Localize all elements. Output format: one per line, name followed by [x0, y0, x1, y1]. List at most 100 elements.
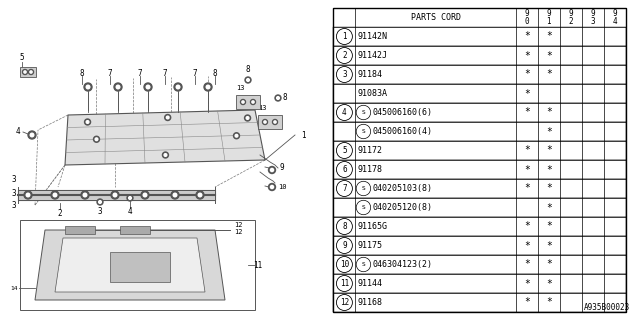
- Text: *: *: [546, 126, 552, 137]
- Text: 91142N: 91142N: [357, 32, 387, 41]
- Bar: [236, 95, 260, 109]
- Text: *: *: [546, 146, 552, 156]
- Text: *: *: [524, 278, 530, 289]
- Bar: [20, 220, 255, 310]
- Circle shape: [246, 117, 249, 119]
- Circle shape: [26, 193, 30, 197]
- Bar: [333, 274, 626, 293]
- Circle shape: [53, 193, 57, 197]
- Text: S: S: [362, 110, 365, 115]
- Circle shape: [129, 197, 131, 199]
- Text: *: *: [546, 108, 552, 117]
- Text: A935B00023: A935B00023: [584, 303, 630, 312]
- Text: *: *: [524, 221, 530, 231]
- Text: 9: 9: [342, 241, 347, 250]
- Circle shape: [241, 100, 246, 105]
- Text: 91172: 91172: [357, 146, 383, 155]
- Text: 3: 3: [12, 202, 16, 211]
- Text: *: *: [546, 260, 552, 269]
- Text: *: *: [546, 203, 552, 212]
- Circle shape: [143, 193, 147, 197]
- Bar: [333, 27, 626, 46]
- Circle shape: [269, 183, 275, 190]
- Circle shape: [95, 138, 98, 140]
- Circle shape: [30, 133, 34, 137]
- Text: *: *: [524, 146, 530, 156]
- Circle shape: [269, 166, 275, 173]
- Circle shape: [262, 119, 268, 124]
- Circle shape: [93, 136, 99, 142]
- Text: 8: 8: [283, 93, 287, 102]
- Circle shape: [204, 83, 212, 91]
- Text: 10: 10: [340, 260, 349, 269]
- Circle shape: [246, 79, 250, 81]
- Circle shape: [83, 193, 87, 197]
- Circle shape: [271, 168, 273, 172]
- Text: 5: 5: [20, 53, 24, 62]
- Circle shape: [273, 119, 278, 124]
- Text: *: *: [546, 298, 552, 308]
- Text: *: *: [546, 69, 552, 79]
- Text: S: S: [362, 186, 365, 191]
- Text: 13: 13: [258, 105, 266, 111]
- Bar: [333, 141, 626, 160]
- Text: *: *: [546, 221, 552, 231]
- Circle shape: [86, 121, 89, 123]
- Bar: [333, 46, 626, 65]
- Text: 91178: 91178: [357, 165, 383, 174]
- Text: 11: 11: [340, 279, 349, 288]
- Circle shape: [84, 119, 90, 125]
- Text: 10: 10: [278, 184, 286, 190]
- Text: 91142J: 91142J: [357, 51, 387, 60]
- Text: 9: 9: [280, 164, 284, 172]
- Circle shape: [114, 83, 122, 91]
- Circle shape: [250, 100, 255, 105]
- Text: 14: 14: [10, 285, 18, 291]
- Circle shape: [81, 191, 89, 199]
- Circle shape: [274, 121, 276, 123]
- Text: *: *: [524, 108, 530, 117]
- Circle shape: [252, 101, 254, 103]
- Circle shape: [164, 154, 167, 156]
- Text: *: *: [546, 164, 552, 174]
- Circle shape: [235, 134, 238, 137]
- Text: 9
1: 9 1: [547, 9, 551, 26]
- Text: 9
0: 9 0: [524, 9, 529, 26]
- Bar: [258, 115, 282, 129]
- Text: *: *: [524, 89, 530, 99]
- Bar: [65, 226, 95, 234]
- Circle shape: [164, 115, 171, 121]
- Text: 8: 8: [80, 69, 84, 78]
- Bar: [333, 103, 626, 122]
- Circle shape: [276, 97, 279, 99]
- Text: 2: 2: [58, 209, 62, 218]
- Text: 12: 12: [234, 222, 243, 228]
- Circle shape: [111, 191, 119, 199]
- Text: 7: 7: [108, 69, 112, 78]
- Circle shape: [166, 116, 169, 119]
- Circle shape: [163, 152, 168, 158]
- Circle shape: [196, 191, 204, 199]
- Text: *: *: [546, 31, 552, 42]
- Circle shape: [146, 85, 150, 89]
- Text: 91175: 91175: [357, 241, 383, 250]
- Circle shape: [86, 85, 90, 89]
- Polygon shape: [55, 238, 205, 292]
- Text: *: *: [546, 278, 552, 289]
- Text: 8: 8: [212, 69, 218, 78]
- Text: 7: 7: [193, 69, 197, 78]
- Circle shape: [275, 95, 281, 101]
- Polygon shape: [35, 230, 225, 300]
- Text: 91144: 91144: [357, 279, 383, 288]
- Text: S: S: [362, 205, 365, 210]
- Text: 3: 3: [12, 188, 16, 197]
- Polygon shape: [65, 110, 265, 165]
- Text: *: *: [524, 241, 530, 251]
- Bar: [333, 236, 626, 255]
- Text: PARTS CORD: PARTS CORD: [411, 13, 461, 22]
- Text: 91165G: 91165G: [357, 222, 387, 231]
- Text: *: *: [546, 183, 552, 194]
- Text: 1: 1: [301, 132, 305, 140]
- Bar: [333, 198, 626, 217]
- Text: *: *: [524, 164, 530, 174]
